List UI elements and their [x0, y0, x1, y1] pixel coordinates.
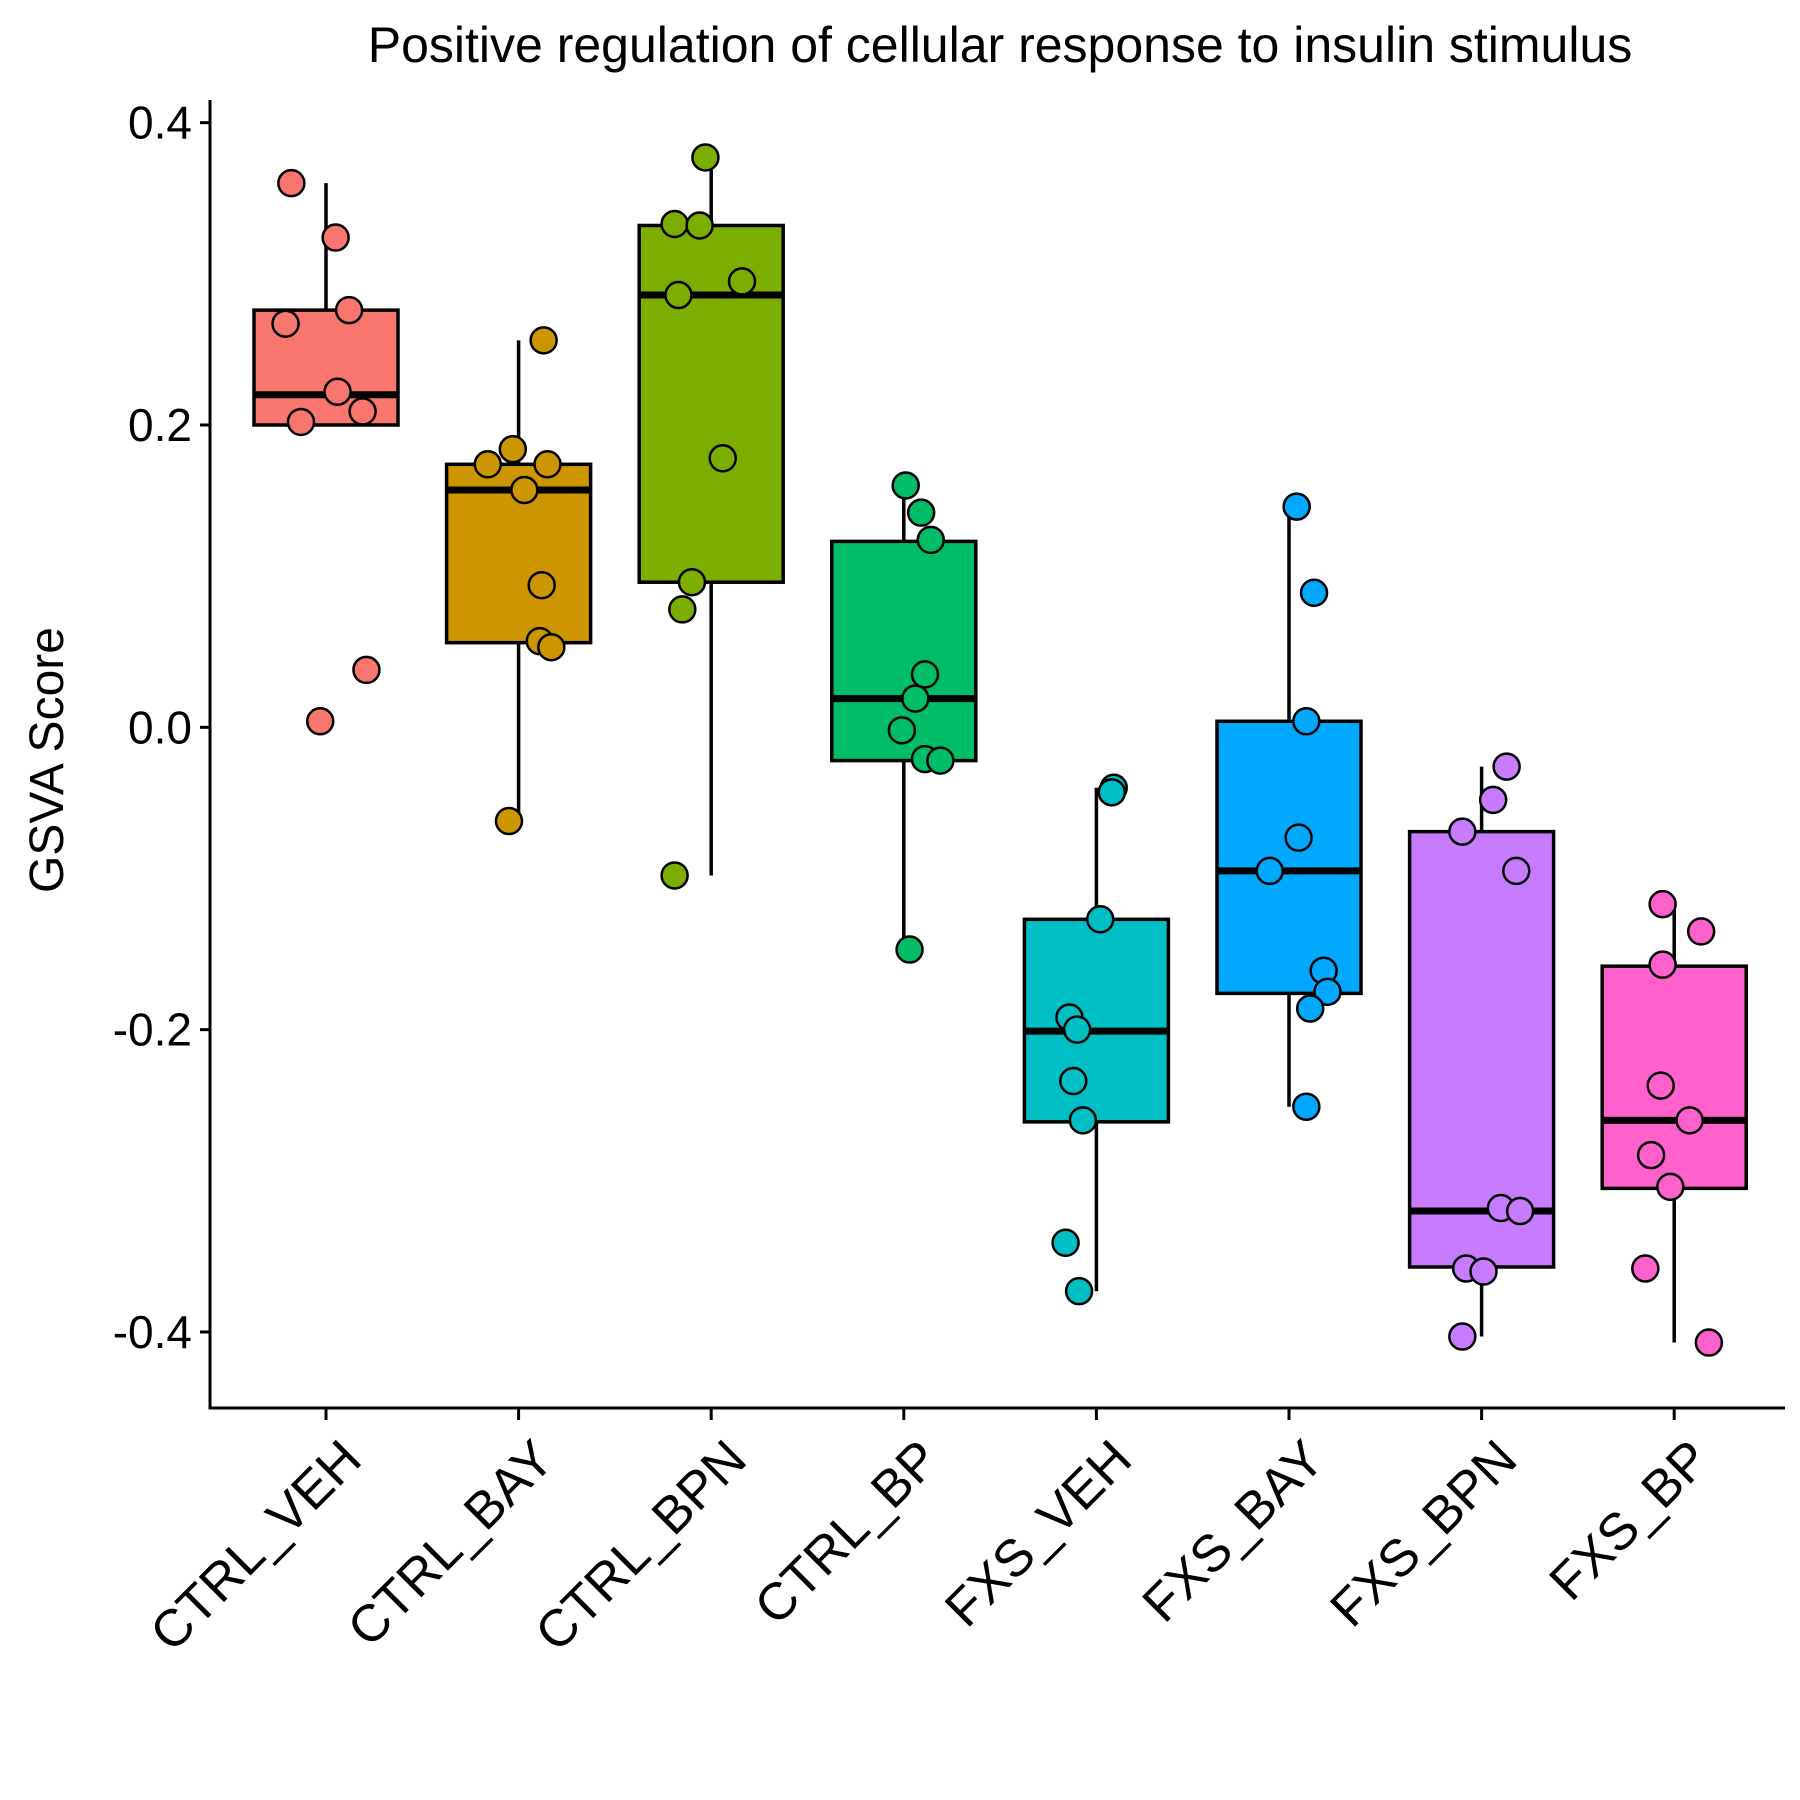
data-point: [286, 407, 316, 437]
data-point: [323, 377, 352, 406]
data-point: [906, 498, 936, 527]
data-point: [305, 707, 335, 736]
box-group-ctrl-veh: [252, 168, 400, 736]
box-group-fxs-bp: [1600, 889, 1748, 1357]
data-point: [708, 444, 738, 473]
data-point: [498, 434, 528, 464]
y-tick-label: 0.4: [128, 97, 192, 149]
data-point: [527, 570, 556, 600]
y-tick-label: -0.2: [113, 1004, 192, 1056]
box-group-fxs-veh: [1022, 773, 1171, 1306]
data-point: [1694, 1328, 1724, 1357]
data-point: [691, 143, 720, 172]
x-tick-label: CTRL_VEH: [139, 1430, 372, 1663]
box: [1022, 917, 1171, 1124]
data-point: [1448, 817, 1477, 846]
data-point: [1646, 1071, 1675, 1100]
data-point: [1086, 905, 1115, 934]
data-point: [887, 716, 917, 745]
y-axis-title: GSVA Score: [21, 627, 74, 893]
data-point: [677, 567, 707, 597]
data-point: [537, 632, 566, 662]
data-point: [668, 595, 697, 624]
x-tick-label: FXS_BP: [1539, 1430, 1721, 1612]
data-point: [334, 295, 364, 325]
box-group-ctrl-bay: [444, 326, 593, 836]
data-point: [352, 655, 381, 685]
data-point: [1478, 785, 1508, 815]
data-point: [321, 223, 350, 252]
data-point: [891, 471, 920, 500]
data-point: [1295, 994, 1325, 1023]
data-point: [1648, 889, 1677, 919]
data-point: [895, 935, 924, 964]
data-point: [1313, 977, 1342, 1007]
data-point: [1299, 578, 1329, 608]
data-point: [473, 450, 503, 479]
box: [1407, 829, 1556, 1269]
data-point: [1282, 492, 1311, 521]
data-point: [660, 209, 689, 239]
data-point: [685, 211, 714, 240]
data-point: [348, 397, 377, 426]
data-point: [1255, 856, 1284, 886]
chart-title: Positive regulation of cellular response…: [368, 17, 1633, 73]
data-point: [1068, 1106, 1098, 1135]
data-point: [901, 684, 930, 713]
data-point: [1469, 1257, 1498, 1286]
box-group-ctrl-bpn: [637, 143, 785, 890]
data-point: [1448, 1322, 1477, 1351]
data-point: [1686, 917, 1716, 946]
data-point: [1675, 1106, 1704, 1135]
data-point: [271, 309, 300, 338]
data-point: [1059, 1066, 1088, 1096]
data-point: [1656, 1172, 1685, 1202]
data-point: [664, 280, 693, 310]
data-point: [529, 326, 558, 355]
data-point: [1505, 1196, 1535, 1226]
data-point: [916, 525, 946, 555]
data-point: [1648, 950, 1677, 979]
data-point: [660, 861, 689, 890]
data-point: [727, 267, 757, 296]
data-point: [510, 475, 539, 505]
data-point: [926, 746, 955, 775]
data-point: [910, 660, 940, 689]
plot-area: -0.4-0.20.00.20.4CTRL_VEHCTRL_BAYCTRL_BP…: [113, 97, 1785, 1663]
data-point: [1636, 1140, 1666, 1170]
data-point: [533, 450, 562, 479]
data-point: [1502, 856, 1531, 886]
data-point: [1492, 752, 1521, 781]
box: [1600, 964, 1748, 1191]
data-point: [1284, 823, 1313, 852]
data-point: [1292, 1092, 1321, 1121]
data-point: [494, 806, 524, 836]
x-tick-label: CTRL_BPN: [525, 1430, 758, 1663]
x-tick-label: FXS_BAY: [1132, 1430, 1336, 1634]
box-group-ctrl-bp: [830, 471, 978, 964]
box-group-fxs-bay: [1215, 492, 1363, 1121]
x-tick-label: CTRL_BP: [744, 1430, 951, 1637]
data-point: [277, 168, 306, 198]
x-tick-label: FXS_BPN: [1320, 1430, 1529, 1639]
box-group-fxs-bpn: [1407, 752, 1556, 1351]
box: [1215, 719, 1363, 996]
y-tick-label: 0.2: [128, 399, 192, 451]
data-point: [1064, 1276, 1094, 1306]
data-point: [1631, 1254, 1660, 1283]
data-point: [1097, 778, 1127, 807]
box: [637, 223, 785, 584]
data-point: [1292, 707, 1321, 736]
y-tick-label: -0.4: [113, 1306, 192, 1358]
data-point: [1051, 1228, 1080, 1258]
x-tick-label: FXS_VEH: [934, 1430, 1143, 1639]
y-tick-label: 0.0: [128, 701, 192, 753]
data-point: [1062, 1015, 1092, 1044]
